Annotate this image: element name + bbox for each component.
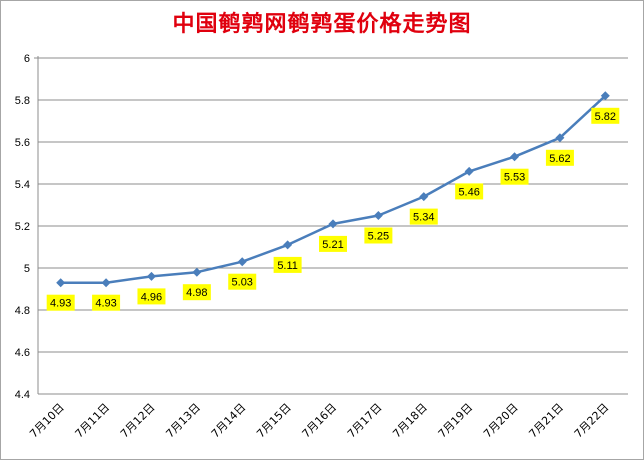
data-label: 4.98 xyxy=(186,287,207,299)
x-tick-label: 7月22日 xyxy=(572,401,612,441)
data-label-box xyxy=(500,168,529,185)
y-tick-label: 5 xyxy=(24,263,30,275)
data-label: 5.03 xyxy=(232,277,253,289)
data-point-marker xyxy=(146,271,156,281)
data-point-marker xyxy=(56,278,66,288)
data-label-box xyxy=(319,235,347,252)
data-point-marker xyxy=(192,267,202,277)
chart-title: 中国鹌鹑网鹌鹑蛋价格走势图 xyxy=(172,12,472,37)
data-label-box xyxy=(137,288,166,305)
data-label-box xyxy=(46,294,75,311)
data-label-box xyxy=(409,208,438,225)
data-label: 5.46 xyxy=(458,186,479,198)
x-tick-label: 7月11日 xyxy=(73,401,113,441)
x-tick-label: 7月16日 xyxy=(300,401,340,441)
data-point-marker xyxy=(237,257,247,267)
data-label: 4.93 xyxy=(50,298,71,310)
x-tick-label: 7月14日 xyxy=(209,401,249,441)
series-line xyxy=(56,91,610,288)
data-label-box xyxy=(591,107,620,124)
gridlines xyxy=(38,57,628,353)
data-label: 5.62 xyxy=(549,153,570,165)
data-label: 5.53 xyxy=(504,172,525,184)
data-label: 4.93 xyxy=(95,298,116,310)
axes xyxy=(34,56,628,395)
x-tick-label: 7月19日 xyxy=(436,401,476,441)
y-tick-label: 4.4 xyxy=(15,389,30,401)
x-tick-label: 7月12日 xyxy=(118,401,158,441)
y-tick-label: 6 xyxy=(24,53,30,65)
data-label: 5.25 xyxy=(368,231,389,243)
x-tick-label: 7月13日 xyxy=(163,401,203,441)
y-tick-label: 5.8 xyxy=(15,95,30,107)
data-point-marker xyxy=(600,91,610,101)
y-tick-label: 5.4 xyxy=(15,179,30,191)
data-label: 5.21 xyxy=(322,239,343,251)
data-label-box xyxy=(92,294,121,311)
data-point-marker xyxy=(419,192,429,202)
y-tick-label: 4.8 xyxy=(15,305,30,317)
data-point-marker xyxy=(101,278,111,288)
data-point-marker xyxy=(328,219,338,229)
data-point-marker xyxy=(555,133,565,143)
x-tick-label: 7月20日 xyxy=(481,401,521,441)
y-tick-label: 5.2 xyxy=(15,221,30,233)
data-point-marker xyxy=(510,152,520,162)
x-tick-label: 7月15日 xyxy=(254,401,294,441)
data-label-box xyxy=(455,183,484,200)
y-tick-label: 5.6 xyxy=(15,137,30,149)
data-label: 5.11 xyxy=(277,260,298,272)
series-line xyxy=(60,94,607,284)
y-tick-label: 4.6 xyxy=(15,347,30,359)
data-labels: 4.93 4.93 4.96 4.98 5.03 5.11 5.21 5.25 5.34 5.46… xyxy=(46,107,620,311)
data-label-box xyxy=(545,149,574,166)
x-tick-label: 7月17日 xyxy=(345,401,385,441)
data-label-box xyxy=(228,273,257,290)
x-tick-labels: 7月10日 7月11日 7月12日 7月13日 7月14日 7月15日 7月16日 7月17日… xyxy=(27,401,611,441)
data-point-marker xyxy=(373,211,383,220)
data-label: 5.82 xyxy=(595,111,616,123)
x-tick-label: 7月21日 xyxy=(526,401,566,441)
data-label-box xyxy=(273,256,302,273)
data-point-marker xyxy=(283,240,293,250)
x-tick-label: 7月18日 xyxy=(390,401,430,441)
data-label-box xyxy=(182,284,211,301)
data-label-box xyxy=(364,227,393,244)
x-tick-label: 7月10日 xyxy=(27,401,67,441)
data-label: 4.96 xyxy=(141,291,162,303)
data-label: 5.34 xyxy=(413,212,434,224)
data-point-marker xyxy=(464,166,474,176)
y-tick-labels: 4.4 4.6 4.8 5 5.2 5.4 5.6 5.8 6 xyxy=(15,53,30,401)
